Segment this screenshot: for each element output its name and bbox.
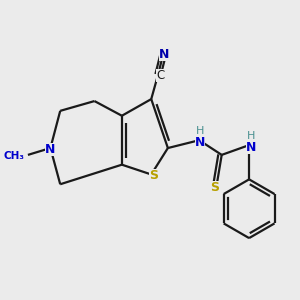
Text: S: S (149, 169, 158, 182)
Text: S: S (210, 181, 219, 194)
Text: N: N (246, 141, 256, 154)
Text: H: H (196, 126, 204, 136)
Text: N: N (195, 136, 206, 149)
Text: CH₃: CH₃ (3, 151, 24, 161)
Text: H: H (247, 131, 255, 141)
Text: C: C (156, 69, 164, 82)
Text: N: N (159, 48, 169, 61)
Text: N: N (45, 142, 56, 155)
